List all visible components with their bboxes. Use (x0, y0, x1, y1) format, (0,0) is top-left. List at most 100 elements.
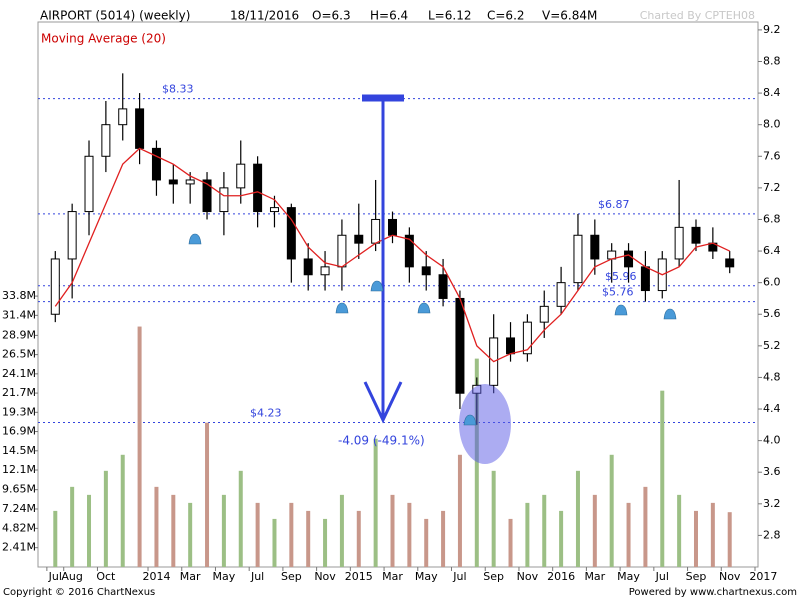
volume-bar (306, 510, 311, 567)
quote-high: H=6.4 (370, 9, 408, 23)
volume-bar (238, 470, 243, 567)
y2-tick-label: 24.1M (2, 367, 36, 380)
volume-bar (474, 358, 479, 567)
volume-bar (289, 502, 294, 567)
volume-bar (710, 502, 715, 567)
x-tick-label: Oct (96, 570, 116, 583)
candle-body (337, 234, 347, 268)
candle-body (691, 226, 701, 244)
candle-body (320, 266, 330, 276)
volume-bar (154, 486, 159, 567)
y-tick-label: 3.6 (763, 465, 781, 478)
x-tick-label: Mar (180, 570, 201, 583)
alert-bell (663, 308, 677, 320)
y-tick-label: 6.8 (763, 212, 781, 225)
y2-tick-label: 9.65M (2, 483, 36, 496)
y-tick-label: 8.0 (763, 118, 781, 131)
x-tick-label: May (415, 570, 438, 583)
candle-body (219, 187, 229, 213)
volume-bar (255, 502, 260, 567)
drop-arrow (362, 94, 404, 424)
volume-bar (120, 454, 125, 567)
quote-date: 18/11/2016 (230, 9, 299, 23)
quote-volume: V=6.84M (542, 9, 597, 23)
y-tick-label: 5.2 (763, 339, 781, 352)
x-tick-label: May (617, 570, 640, 583)
y-tick-label: 4.8 (763, 370, 781, 383)
alert-bell (370, 280, 384, 292)
highlight-ellipse (459, 384, 511, 464)
candle-body (202, 179, 212, 213)
y-tick-label: 8.4 (763, 86, 781, 99)
candle-body (522, 321, 532, 355)
volume-bar (677, 494, 682, 567)
footer-copyright: Copyright © 2016 ChartNexus (3, 587, 155, 598)
volume-bar (609, 454, 614, 567)
chart-title: AIRPORT (5014) (weekly) (40, 9, 190, 23)
y-tick-label: 7.2 (763, 181, 781, 194)
candle-body (185, 179, 195, 185)
y-tick-label: 2.8 (763, 528, 781, 541)
candle-body (438, 274, 448, 299)
candle-body (84, 155, 94, 213)
candle-body (624, 250, 634, 268)
alert-icons (188, 233, 677, 426)
candle-body (151, 147, 161, 181)
volume-bar (559, 510, 564, 567)
volume-bar (693, 510, 698, 567)
candle-body (135, 108, 145, 149)
y2-tick-label: 28.9M (2, 328, 36, 341)
volume-bar (70, 486, 75, 567)
x-tick-label: Sep (483, 570, 504, 583)
candle-body (354, 234, 364, 244)
volume-bar (575, 470, 580, 567)
price-level-label: $6.87 (598, 198, 630, 211)
x-tick-label: Aug (61, 570, 82, 583)
x-tick-label: Jul (452, 570, 466, 583)
volume-bar (508, 518, 513, 567)
y-tick-label: 6.0 (763, 276, 781, 289)
x-tick-label: Nov (719, 570, 741, 583)
y-tick-label: 4.0 (763, 434, 781, 447)
candle-body (50, 258, 60, 315)
quote-open: O=6.3 (312, 9, 351, 23)
volume-bar (727, 512, 732, 567)
legend-entry: Moving Average (20) (41, 32, 166, 46)
candle-body (506, 337, 516, 355)
y2-tick-label: 31.4M (2, 308, 36, 321)
y2-tick-label: 14.5M (2, 444, 36, 457)
x-tick-label: 2016 (547, 570, 575, 583)
candle-body (674, 226, 684, 260)
volume-bar (323, 518, 328, 567)
candle-body (286, 207, 296, 260)
y-tick-label: 3.2 (763, 497, 781, 510)
price-level-label: $5.96 (605, 270, 637, 283)
volume-bar (171, 494, 176, 567)
y-tick-label: 9.2 (763, 23, 781, 36)
volume-bar (103, 470, 108, 567)
x-tick-label: Nov (517, 570, 539, 583)
y2-tick-label: 4.82M (2, 521, 36, 534)
y-tick-label: 7.6 (763, 149, 781, 162)
y-tick-label: 8.8 (763, 54, 781, 67)
candle-body (236, 163, 246, 189)
candle-body (67, 211, 77, 260)
alert-bell (417, 302, 431, 314)
x-tick-label: 2017 (749, 570, 777, 583)
y-tick-label: 5.6 (763, 307, 781, 320)
volume-bar (491, 470, 496, 567)
volume-bar (542, 494, 547, 567)
price-level-label: $5.76 (602, 286, 634, 299)
x-tick-label: Jul (250, 570, 264, 583)
volume-bar (457, 454, 462, 567)
volume-bar (356, 510, 361, 567)
y2-tick-label: 7.24M (2, 502, 36, 515)
volume-bar (643, 486, 648, 567)
candle-body (539, 305, 549, 323)
volume-bar (205, 422, 210, 567)
candle-body (388, 218, 397, 236)
y2-tick-label: 16.9M (2, 425, 36, 438)
drop-annotation: -4.09 (-49.1%) (338, 434, 425, 448)
volume-bar (272, 518, 277, 567)
